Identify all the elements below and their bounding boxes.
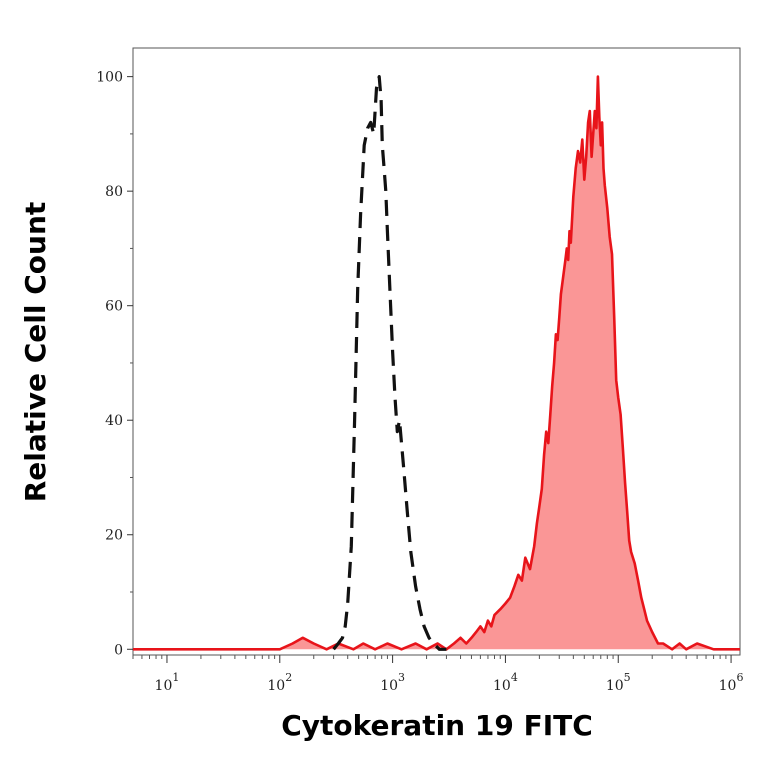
y-tick-label: 100 bbox=[96, 70, 123, 86]
series-area-fill bbox=[133, 76, 740, 650]
y-tick-label: 20 bbox=[105, 528, 123, 544]
y-axis-title: Relative Cell Count bbox=[19, 202, 52, 503]
x-tick-label: 106 bbox=[719, 671, 744, 694]
x-tick-base: 10 bbox=[606, 678, 624, 694]
x-tick-exponent: 3 bbox=[398, 671, 405, 684]
x-tick-label: 102 bbox=[267, 671, 292, 694]
x-tick-exponent: 2 bbox=[285, 671, 292, 684]
x-tick-exponent: 1 bbox=[172, 671, 179, 684]
x-tick-base: 10 bbox=[719, 678, 737, 694]
x-tick-exponent: 6 bbox=[736, 671, 743, 684]
series-layer bbox=[133, 75, 740, 651]
plot-border bbox=[132, 47, 741, 656]
x-tick-label: 101 bbox=[155, 671, 180, 694]
x-tick-base: 10 bbox=[155, 678, 173, 694]
x-tick-exponent: 5 bbox=[624, 671, 631, 684]
y-tick-label: 0 bbox=[114, 642, 123, 658]
x-tick-base: 10 bbox=[267, 678, 285, 694]
x-tick-base: 10 bbox=[493, 678, 511, 694]
y-tick-label: 40 bbox=[105, 413, 123, 429]
y-tick-label: 60 bbox=[105, 299, 123, 315]
x-tick-label: 105 bbox=[606, 671, 631, 694]
x-tick-label: 104 bbox=[493, 671, 518, 694]
x-tick-exponent: 4 bbox=[511, 671, 518, 684]
plot-frame bbox=[132, 47, 741, 656]
x-tick-label: 103 bbox=[380, 671, 405, 694]
series-line-solid bbox=[133, 75, 740, 651]
y-tick-label: 80 bbox=[105, 184, 123, 200]
x-tick-base: 10 bbox=[380, 678, 398, 694]
series-line-dashed bbox=[332, 75, 447, 651]
x-axis-title: Cytokeratin 19 FITC bbox=[281, 709, 593, 742]
